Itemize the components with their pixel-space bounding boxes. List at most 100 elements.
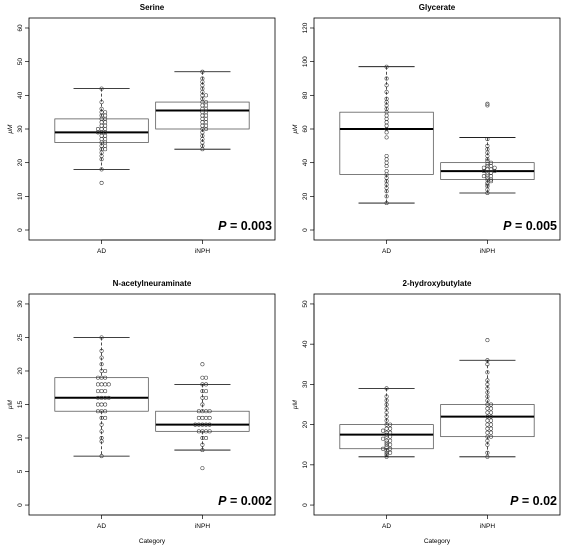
y-tick-label: 30 (302, 380, 309, 388)
data-point (384, 64, 389, 69)
data-point (485, 454, 490, 459)
y-tick-label: 0 (17, 503, 24, 507)
data-point (492, 165, 497, 170)
data-point (384, 130, 389, 135)
data-point (384, 164, 389, 169)
data-point (99, 127, 104, 131)
data-point (200, 415, 205, 420)
x-axis-label: Category (424, 538, 451, 545)
data-point (103, 389, 108, 394)
p-value-annotation: P = 0.005 (503, 219, 557, 233)
data-point (99, 389, 104, 394)
y-tick-label: 10 (17, 192, 24, 200)
chart-title: 2-hydroxybutylate (403, 279, 472, 288)
data-point (384, 432, 389, 437)
data-point (204, 436, 209, 440)
data-point (481, 165, 486, 170)
data-point (200, 442, 205, 447)
data-point (485, 386, 490, 391)
data-point (99, 86, 104, 91)
data-point (200, 375, 205, 380)
data-point (193, 422, 198, 427)
data-point (489, 422, 494, 427)
data-point (489, 160, 494, 165)
data-point (204, 103, 209, 108)
data-point (99, 120, 104, 125)
data-point (384, 96, 389, 101)
data-point (384, 454, 389, 459)
data-point (207, 415, 212, 420)
data-point (103, 123, 108, 128)
data-point (106, 395, 111, 400)
y-tick-label: 20 (302, 421, 309, 429)
data-point (204, 389, 209, 394)
box-iqr (54, 377, 149, 412)
data-point (384, 414, 389, 419)
y-tick-label: 30 (17, 125, 24, 133)
x-tick-label: iNPH (195, 248, 210, 255)
data-point (99, 454, 104, 459)
p-value-number: = 0.002 (226, 494, 272, 508)
data-point (485, 159, 490, 163)
data-point (384, 398, 389, 403)
data-point (384, 448, 389, 453)
data-point (103, 133, 108, 138)
data-point (99, 422, 104, 427)
y-tick-label: 15 (17, 401, 24, 409)
chart-title: Serine (140, 3, 165, 12)
y-axis-label: μM (7, 124, 14, 135)
data-point (200, 113, 205, 118)
box-iqr (339, 424, 434, 450)
chart-title: N-acetylneuraminate (113, 279, 192, 288)
data-point (103, 147, 108, 152)
data-point (200, 402, 205, 407)
data-point (103, 137, 108, 142)
x-tick-label: iNPH (195, 523, 210, 530)
box-iqr (339, 111, 434, 175)
data-point (103, 127, 108, 131)
data-point (485, 450, 490, 455)
data-point (485, 103, 490, 108)
y-tick-label: 50 (17, 58, 24, 66)
data-point (204, 113, 209, 118)
data-point (489, 402, 494, 407)
p-value-annotation: P = 0.02 (510, 494, 557, 508)
data-point (384, 402, 389, 407)
data-point (384, 153, 389, 158)
data-point (200, 362, 205, 367)
data-point (489, 418, 494, 423)
data-point (200, 466, 205, 471)
data-point (103, 382, 108, 387)
y-tick-label: 30 (17, 300, 24, 308)
data-point (103, 120, 108, 125)
y-axis-label: μM (292, 399, 299, 410)
data-point (489, 430, 494, 435)
box-iqr (155, 410, 250, 432)
data-point (384, 169, 389, 174)
data-point (99, 436, 104, 440)
p-value-symbol: P (218, 219, 227, 233)
box-inph (440, 101, 535, 195)
chart-panel-2: Glycerate 0 20 40 60 80 100 120 μM AD iNPH P = 0.00… (292, 3, 561, 255)
data-point (485, 370, 490, 375)
data-point (204, 382, 209, 387)
data-point (489, 179, 494, 184)
box-ad (54, 335, 149, 459)
data-point (99, 335, 104, 340)
y-tick-label: 60 (17, 24, 24, 32)
y-tick-label: 40 (302, 340, 309, 348)
data-point (196, 429, 201, 434)
data-point (380, 446, 385, 451)
p-value-number: = 0.02 (518, 494, 557, 508)
chart-panel-3: N-acetylneuraminate 0 5 10 15 20 25 30 μM AD iNPH C… (7, 279, 276, 545)
data-point (485, 430, 490, 435)
p-value-symbol: P (510, 494, 519, 508)
data-point (384, 418, 389, 423)
data-point (384, 89, 389, 94)
data-point (380, 428, 385, 433)
box-iqr (155, 101, 250, 130)
data-point (204, 415, 209, 420)
data-point (99, 123, 104, 128)
y-tick-label: 40 (17, 91, 24, 99)
y-tick-label: 10 (17, 434, 24, 442)
